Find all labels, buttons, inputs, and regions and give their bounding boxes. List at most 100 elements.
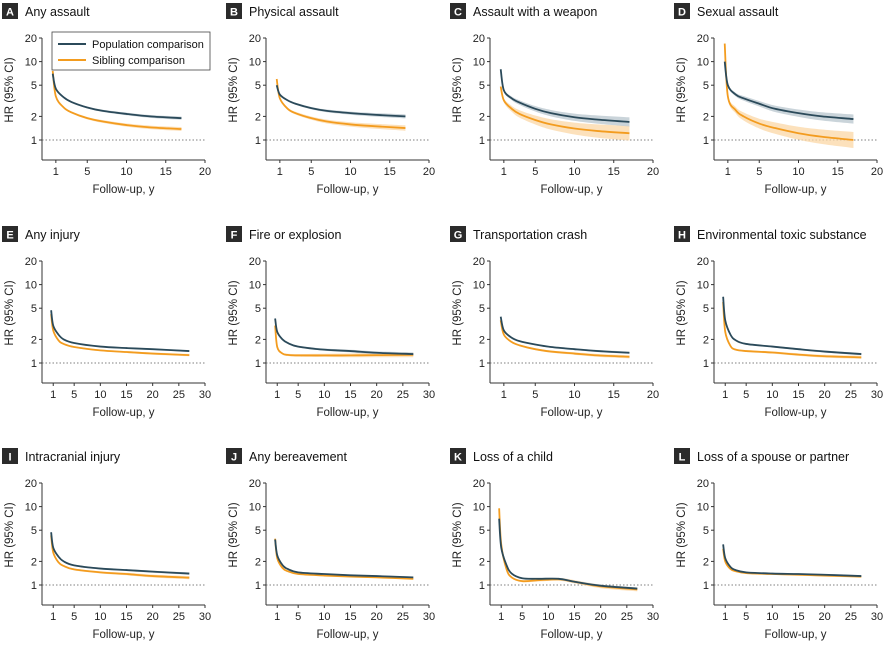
x-tick-label: 25 <box>845 389 857 401</box>
x-axis-label: Follow-up, y <box>765 629 827 641</box>
population-comparison-line <box>50 310 190 352</box>
x-tick-label: 1 <box>50 611 56 623</box>
x-tick-label: 10 <box>766 389 778 401</box>
y-tick-label: 10 <box>697 57 709 69</box>
x-tick-label: 1 <box>501 166 507 178</box>
x-tick-label: 15 <box>160 166 172 178</box>
panel-h: H Environmental toxic substance1251020HR … <box>674 226 883 419</box>
x-tick-label: 15 <box>608 166 620 178</box>
y-tick-label: 2 <box>31 556 37 568</box>
y-tick-label: 5 <box>479 525 485 537</box>
y-axis-label: HR (95% CI) <box>676 502 688 567</box>
panel-letter: H <box>678 230 686 242</box>
panel-letter: J <box>231 452 237 464</box>
x-tick-label: 10 <box>120 166 132 178</box>
y-tick-label: 1 <box>31 358 37 370</box>
sibling-comparison-line <box>274 538 414 580</box>
panel-title: Any assault <box>25 5 90 19</box>
panel-letter: K <box>454 452 462 464</box>
y-tick-label: 2 <box>255 334 261 346</box>
y-tick-label: 5 <box>479 303 485 315</box>
y-tick-label: 20 <box>697 478 709 490</box>
x-tick-label: 10 <box>318 611 330 623</box>
sibling-ci-band <box>52 70 182 132</box>
x-tick-label: 1 <box>498 611 504 623</box>
x-tick-label: 20 <box>147 611 159 623</box>
y-tick-label: 5 <box>703 303 709 315</box>
x-tick-label: 1 <box>274 611 280 623</box>
y-tick-label: 20 <box>473 478 485 490</box>
panel-g: G Transportation crash 1 2 5 10 20 HR (95% CI) 1… <box>450 226 659 419</box>
y-tick-label: 10 <box>249 502 261 514</box>
x-tick-label: 10 <box>568 166 580 178</box>
x-tick-label: 1 <box>725 166 731 178</box>
y-tick-label: 5 <box>31 525 37 537</box>
x-tick-label: 10 <box>344 166 356 178</box>
sibling-comparison-line <box>723 43 854 141</box>
y-tick-label: 5 <box>31 80 37 92</box>
y-tick-label: 20 <box>249 33 261 45</box>
x-tick-label: 30 <box>199 389 211 401</box>
x-tick-label: 15 <box>344 389 356 401</box>
y-tick-label: 1 <box>31 135 37 147</box>
x-tick-label: 30 <box>871 611 883 623</box>
population-comparison-line <box>722 296 862 355</box>
y-tick-label: 20 <box>25 478 37 490</box>
panel-letter-box <box>450 448 466 464</box>
x-tick-label: 25 <box>397 389 409 401</box>
y-tick-label: 2 <box>255 556 261 568</box>
panel-title: Any injury <box>25 228 81 242</box>
panel-letter: A <box>6 7 14 19</box>
population-comparison-line <box>499 316 630 354</box>
y-tick-label: 20 <box>25 256 37 268</box>
x-tick-label: 5 <box>532 389 538 401</box>
population-ci-band <box>723 296 862 356</box>
y-axis-label: HR (95% CI) <box>228 57 240 122</box>
panel-letter: C <box>454 7 462 19</box>
y-tick-label: 2 <box>703 556 709 568</box>
sibling-comparison-line <box>499 320 630 358</box>
panel-letter: F <box>231 230 238 242</box>
x-tick-label: 15 <box>384 166 396 178</box>
y-tick-label: 1 <box>479 135 485 147</box>
x-tick-label: 25 <box>173 611 185 623</box>
population-comparison-line <box>498 518 638 590</box>
x-tick-label: 5 <box>295 611 301 623</box>
y-tick-label: 20 <box>25 33 37 45</box>
y-tick-label: 10 <box>25 57 37 69</box>
panel-title: Loss of a spouse or partner <box>697 450 849 464</box>
x-tick-label: 15 <box>832 166 844 178</box>
y-tick-label: 10 <box>473 502 485 514</box>
y-tick-label: 5 <box>255 303 261 315</box>
x-tick-label: 10 <box>792 166 804 178</box>
panel-letter: G <box>454 230 463 242</box>
sibling-comparison-line <box>275 78 406 129</box>
panel-letter-box <box>450 3 466 19</box>
legend-label: Sibling comparison <box>92 55 185 67</box>
y-tick-label: 2 <box>255 111 261 123</box>
x-tick-label: 1 <box>50 389 56 401</box>
y-tick-label: 10 <box>25 280 37 292</box>
x-axis-label: Follow-up, y <box>317 629 379 641</box>
panel-title: Physical assault <box>249 5 339 19</box>
y-tick-label: 20 <box>249 478 261 490</box>
y-tick-label: 2 <box>703 334 709 346</box>
panel-title: Intracranial injury <box>25 450 121 464</box>
y-axis-label: HR (95% CI) <box>228 280 240 345</box>
y-tick-label: 20 <box>473 33 485 45</box>
x-tick-label: 20 <box>199 166 211 178</box>
sibling-ci-band <box>500 85 630 141</box>
y-tick-label: 1 <box>255 358 261 370</box>
x-axis-label: Follow-up, y <box>541 407 603 419</box>
panel-letter-box <box>226 3 242 19</box>
population-ci-band <box>51 310 190 352</box>
y-axis-label: HR (95% CI) <box>676 57 688 122</box>
y-tick-label: 10 <box>473 280 485 292</box>
y-axis-label: HR (95% CI) <box>452 57 464 122</box>
y-tick-label: 10 <box>249 280 261 292</box>
population-comparison-line <box>51 73 182 120</box>
x-tick-label: 15 <box>568 611 580 623</box>
panel-letter-box <box>226 448 242 464</box>
